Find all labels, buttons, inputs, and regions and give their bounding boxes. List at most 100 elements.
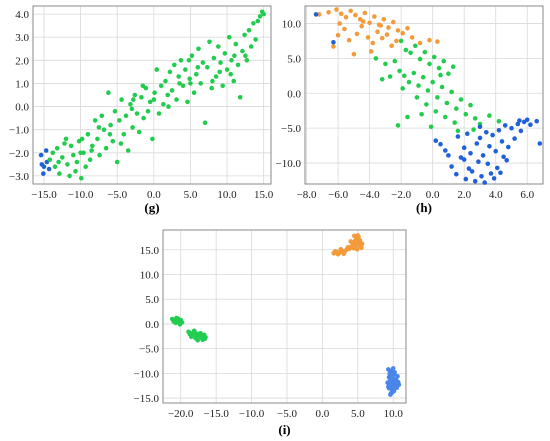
data-point	[339, 11, 344, 16]
data-point	[56, 159, 61, 165]
data-point	[502, 123, 508, 128]
data-point	[391, 19, 396, 25]
data-point	[480, 153, 486, 158]
data-point	[348, 8, 354, 14]
data-point	[411, 70, 417, 76]
data-point	[466, 166, 472, 171]
data-point	[165, 92, 170, 98]
data-point	[465, 131, 470, 136]
data-point	[348, 239, 354, 244]
data-point	[436, 65, 442, 71]
data-point	[427, 37, 432, 43]
data-point	[409, 35, 415, 40]
data-point	[154, 67, 160, 72]
data-point	[402, 73, 407, 79]
data-point	[384, 32, 390, 37]
data-point	[485, 161, 491, 167]
data-point	[123, 113, 129, 119]
data-point	[365, 35, 371, 40]
data-point	[85, 132, 91, 137]
data-point	[125, 148, 131, 153]
data-point	[517, 118, 522, 123]
data-point	[515, 121, 521, 127]
data-point	[112, 108, 118, 114]
y-tick-label: −15.0	[134, 393, 160, 405]
data-point	[89, 148, 94, 153]
data-point	[468, 151, 473, 156]
data-point	[130, 125, 135, 130]
data-point	[337, 21, 343, 26]
data-point	[518, 128, 524, 134]
data-point	[463, 111, 469, 117]
data-point	[381, 17, 387, 22]
data-point	[534, 118, 539, 124]
data-point	[435, 95, 440, 100]
data-point	[395, 123, 401, 128]
data-point	[355, 233, 361, 238]
scatter-panel-g: −15.0 −10.0 −5.0 0.0 5.0 10.0 15.0 −3.0 −2.0 −1.0…	[9, 5, 274, 215]
scatter-panel-i: −20.0 −15.0 −10.0 −5.0 0.0 5.0 10.0−15.0−10.0−…	[134, 229, 407, 437]
data-point	[537, 141, 543, 146]
data-point	[395, 28, 401, 33]
data-point	[74, 159, 80, 165]
data-point	[46, 166, 52, 172]
data-point	[187, 76, 192, 82]
data-point	[331, 44, 336, 49]
data-point	[477, 124, 483, 130]
data-point	[63, 136, 69, 142]
data-point	[229, 58, 234, 63]
data-point	[243, 53, 248, 58]
data-point	[458, 97, 464, 102]
data-point	[209, 85, 214, 91]
data-point	[414, 95, 420, 100]
data-point	[496, 118, 502, 124]
plot-frame	[32, 5, 272, 185]
data-point	[452, 120, 458, 125]
data-point	[395, 374, 400, 379]
data-point	[257, 14, 263, 19]
data-point	[468, 102, 473, 108]
data-point	[345, 245, 351, 250]
data-point	[189, 53, 195, 58]
data-point	[449, 89, 454, 95]
y-tick-label: 2.0	[15, 55, 29, 67]
data-point	[213, 74, 219, 79]
data-point	[240, 48, 245, 54]
data-point	[128, 101, 133, 107]
data-point	[351, 51, 357, 57]
data-point	[373, 56, 379, 61]
x-tick-label: −10.0	[68, 189, 94, 201]
x-tick-label: −10.0	[239, 408, 265, 420]
data-point	[416, 83, 421, 88]
x-tick-label: 0.0	[316, 408, 330, 420]
y-tick-label: 10.0	[140, 269, 160, 281]
data-point	[390, 366, 396, 371]
data-point	[60, 155, 65, 160]
x-tick-label: −4.0	[360, 189, 380, 201]
data-point	[400, 86, 406, 91]
data-point	[147, 99, 153, 105]
plot-frame	[304, 5, 544, 185]
data-point	[439, 84, 445, 90]
x-tick-label: 0.0	[147, 189, 161, 201]
x-tick-label: 5.0	[184, 189, 198, 201]
data-point	[501, 154, 506, 160]
data-point	[354, 247, 360, 252]
x-tick-label: 10.0	[384, 408, 404, 420]
x-tick-label: 15.0	[254, 189, 274, 201]
data-point	[349, 243, 355, 249]
data-point	[400, 30, 406, 36]
data-point	[446, 71, 451, 76]
data-point	[57, 171, 62, 176]
data-point	[433, 109, 439, 114]
data-point	[386, 384, 391, 390]
data-point	[454, 106, 459, 111]
data-point	[438, 72, 443, 78]
data-point	[343, 14, 349, 20]
data-point	[386, 25, 391, 30]
data-point	[362, 10, 368, 16]
data-point	[495, 165, 500, 171]
plot-frame	[162, 229, 407, 404]
data-point	[172, 62, 177, 68]
y-tick-label: −2.0	[9, 148, 29, 160]
